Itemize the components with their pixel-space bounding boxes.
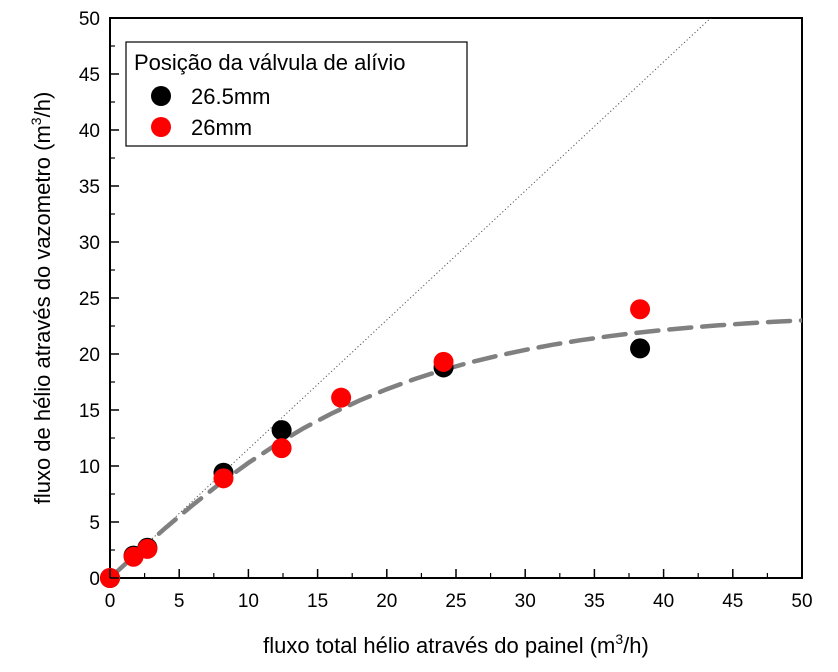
data-point-red-5 [331,387,352,408]
legend-entry-2: 26mm [191,115,252,140]
x-axis-title: fluxo total hélio através do painel (m3/… [263,631,649,658]
x-tick-label-20: 20 [376,591,397,612]
legend-box [125,41,468,147]
x-tick-label-30: 30 [515,591,536,612]
x-tick-label-5: 5 [174,591,185,612]
y-tick-label-50: 50 [79,9,100,30]
x-tick-label-25: 25 [445,591,466,612]
y-tick-label-45: 45 [79,65,100,86]
data-point-red-4 [271,438,292,459]
fit-curve-layer [110,318,802,578]
x-axis-ticks: 0 5 10 15 20 25 30 35 40 45 50 [105,569,813,612]
legend-marker-black [151,86,171,106]
y-tick-label-40: 40 [79,121,100,142]
data-points-layer [100,299,651,588]
x-tick-label-15: 15 [307,591,328,612]
y-tick-label-30: 30 [79,233,100,254]
x-tick-label-35: 35 [584,591,605,612]
data-point-black-6 [630,338,651,359]
y-tick-label-25: 25 [79,289,100,310]
data-point-red-2 [137,538,158,559]
y-tick-label-10: 10 [79,457,100,478]
y-tick-label-20: 20 [79,345,100,366]
x-tick-label-45: 45 [722,591,743,612]
y-tick-label-5: 5 [89,513,100,534]
data-point-black-4 [271,420,292,441]
x-tick-label-0: 0 [105,591,116,612]
legend: Posição da válvula de alívio 26.5mm 26mm [125,41,468,147]
fit-curve [110,318,802,578]
y-tick-label-35: 35 [79,177,100,198]
y-tick-label-0: 0 [89,569,100,590]
data-point-red-7 [630,299,651,320]
y-axis-title: fluxo de hélio através do vazometro (m3/… [28,92,55,505]
x-tick-label-50: 50 [791,591,812,612]
data-point-red-3 [213,468,234,489]
legend-marker-red [151,117,171,137]
data-point-red-6 [433,351,454,372]
x-tick-label-10: 10 [238,591,259,612]
legend-title: Posição da válvula de alívio [134,50,406,75]
y-axis-ticks: 0 5 10 15 20 25 30 35 40 45 50 [79,9,119,590]
x-tick-label-40: 40 [653,591,674,612]
legend-entry-1: 26.5mm [191,84,270,109]
y-tick-label-15: 15 [79,401,100,422]
